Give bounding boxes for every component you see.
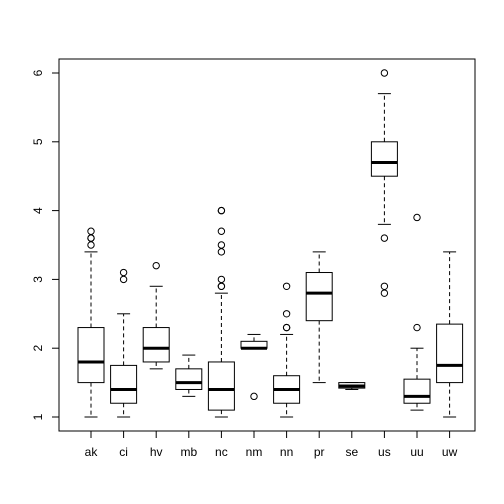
y-tick-label: 6 xyxy=(31,69,45,76)
box-iqr xyxy=(142,327,170,363)
outlier-point xyxy=(380,234,389,242)
x-tick-label: nm xyxy=(246,445,263,459)
box-mb xyxy=(175,354,203,397)
box-iqr xyxy=(110,364,138,404)
x-tick-label: uu xyxy=(410,445,423,459)
x-axis: ak ci hv mb nc nm nn pr se us uu uw xyxy=(85,430,458,459)
box-uu xyxy=(403,213,431,411)
box-pr xyxy=(305,251,333,384)
outlier-point xyxy=(119,268,128,277)
x-tick-label: pr xyxy=(314,445,325,459)
box-nc xyxy=(207,206,235,418)
y-tick-label: 1 xyxy=(31,413,45,420)
x-tick-label: se xyxy=(345,445,358,459)
outlier-point xyxy=(413,323,421,332)
outlier-point xyxy=(282,282,291,290)
box-nm xyxy=(240,333,268,401)
box-se xyxy=(338,382,366,390)
box-ak xyxy=(77,227,105,418)
outlier-point xyxy=(217,227,226,235)
x-tick-label: nn xyxy=(280,445,293,459)
outlier-point xyxy=(250,392,258,401)
box-iqr xyxy=(403,378,431,404)
outlier-point xyxy=(380,282,389,290)
box-us xyxy=(370,69,398,297)
x-tick-label: uw xyxy=(442,445,458,459)
outlier-point xyxy=(152,261,160,270)
box-nn xyxy=(273,282,301,418)
y-tick-label: 4 xyxy=(31,207,45,214)
box-hv xyxy=(142,261,170,370)
x-tick-label: hv xyxy=(150,445,163,459)
outlier-point xyxy=(282,323,291,332)
box-iqr xyxy=(175,368,203,390)
box-ci xyxy=(110,268,138,418)
x-tick-label: ak xyxy=(85,445,99,459)
box-uw xyxy=(436,251,464,418)
outlier-point xyxy=(413,213,421,222)
box-iqr xyxy=(305,272,333,322)
outlier-point xyxy=(380,69,389,77)
x-tick-label: mb xyxy=(180,445,197,459)
box-series xyxy=(77,69,464,418)
outlier-point xyxy=(282,310,291,318)
y-axis: 1 2 3 4 5 6 xyxy=(31,69,60,420)
y-tick-label: 5 xyxy=(31,138,45,145)
box-iqr xyxy=(207,361,235,411)
y-tick-label: 2 xyxy=(31,345,45,352)
outlier-point xyxy=(217,275,226,284)
outlier-point xyxy=(87,227,95,235)
x-tick-label: ci xyxy=(119,445,128,459)
x-tick-label: nc xyxy=(215,445,228,459)
box-iqr xyxy=(436,323,464,384)
y-tick-label: 3 xyxy=(31,276,45,283)
box-iqr xyxy=(77,327,105,384)
box-iqr xyxy=(370,141,398,177)
outlier-point xyxy=(217,241,226,249)
outlier-point xyxy=(217,206,226,215)
x-tick-label: us xyxy=(378,445,391,459)
